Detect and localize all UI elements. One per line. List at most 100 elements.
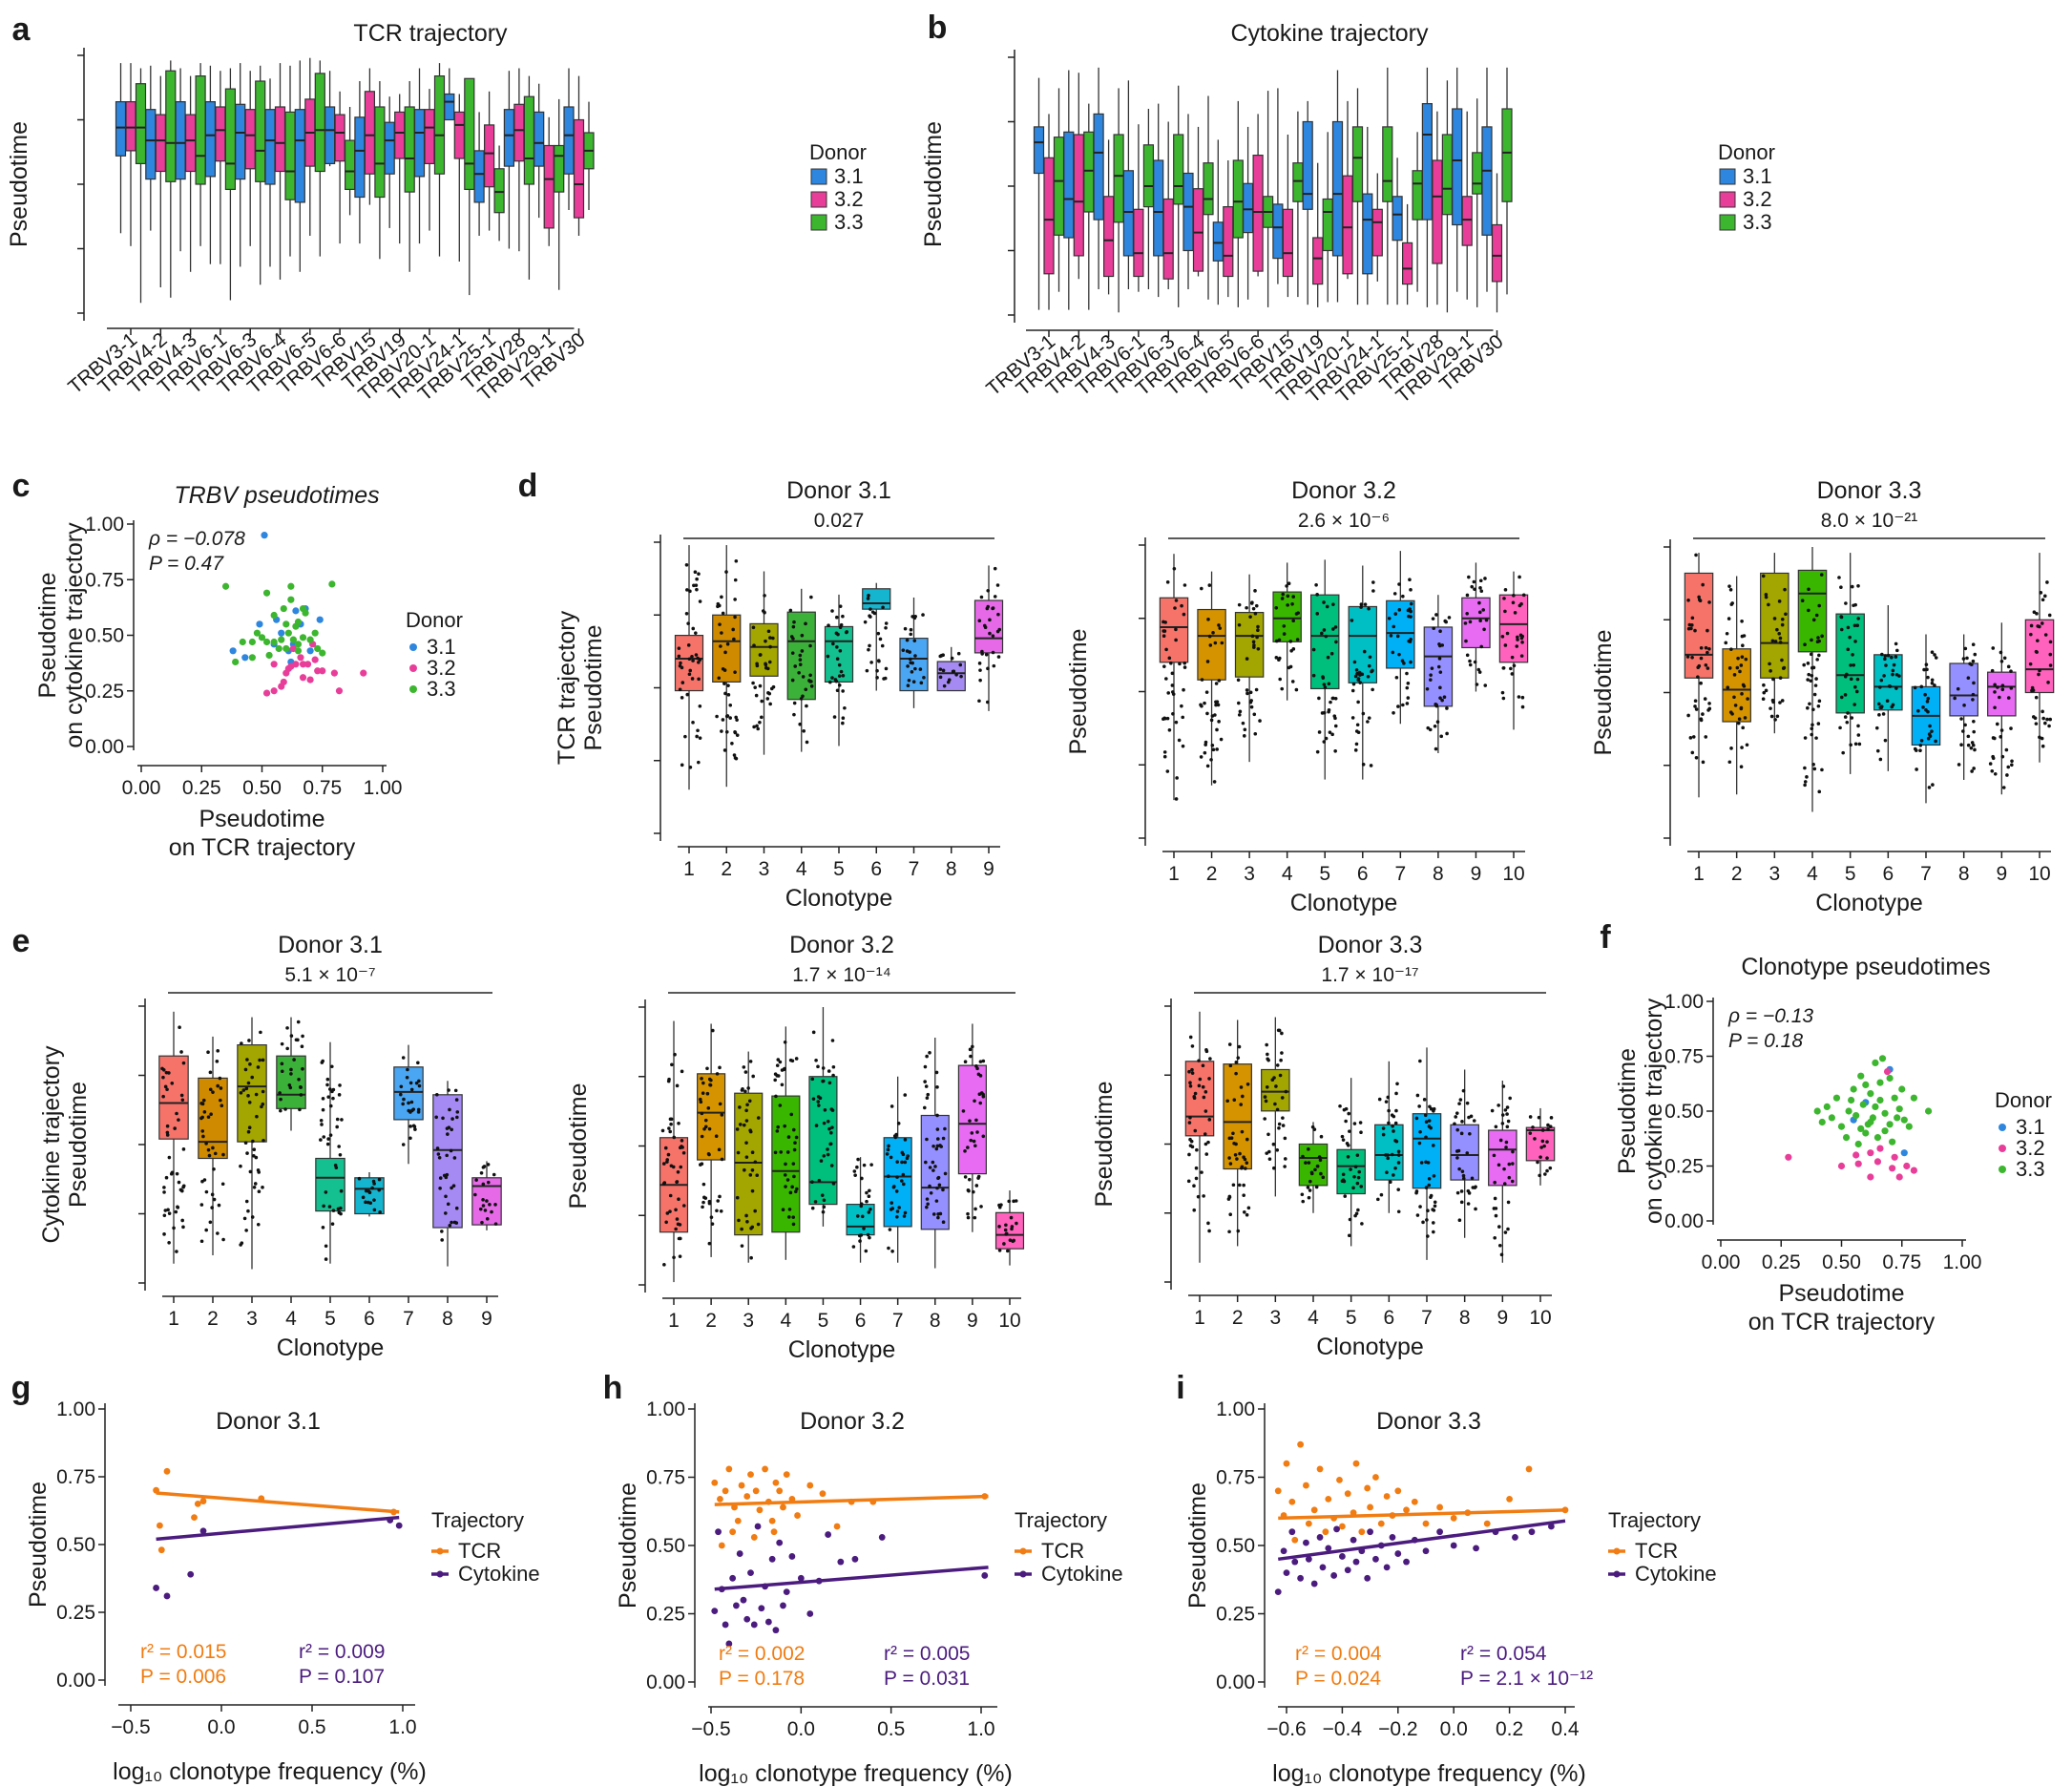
jitter-point — [1962, 704, 1966, 707]
jitter-point — [1271, 1142, 1276, 1146]
jitter-point — [181, 1147, 186, 1151]
scatter-point — [833, 1523, 841, 1530]
jitter-point — [1853, 684, 1857, 689]
jitter-point — [1440, 698, 1444, 703]
jitter-point — [665, 1211, 670, 1215]
jitter-point — [686, 621, 690, 625]
jitter-point — [895, 1215, 899, 1219]
jitter-point — [1438, 685, 1442, 690]
jitter-point — [449, 1148, 453, 1153]
y-tick-label: 0.75 — [1216, 1467, 1255, 1489]
jitter-point — [1206, 618, 1210, 621]
jitter-point — [212, 1167, 216, 1171]
jitter-point — [969, 1138, 973, 1143]
jitter-point — [1922, 667, 1926, 672]
jitter-point — [1686, 599, 1690, 602]
x-tick-label: 0.4 — [1551, 1718, 1580, 1740]
jitter-point — [1761, 697, 1766, 702]
jitter-point — [1690, 750, 1695, 755]
r2-cyto: r² = 0.054 — [1460, 1643, 1547, 1665]
jitter-point — [1780, 617, 1785, 621]
jitter-point — [972, 1139, 976, 1144]
jitter-point — [1418, 1059, 1422, 1063]
x-tick-label: −0.6 — [1266, 1718, 1306, 1740]
jitter-point — [801, 675, 806, 679]
jitter-point — [1366, 674, 1371, 679]
scatter-point — [1910, 1167, 1917, 1174]
jitter-point — [1531, 1125, 1535, 1129]
scatter-point — [794, 1512, 801, 1519]
box — [1083, 131, 1095, 213]
jitter-point — [1353, 1165, 1358, 1169]
jitter-point — [677, 1122, 680, 1125]
jitter-point — [252, 1186, 257, 1189]
r2-cyto: r² = 0.009 — [299, 1641, 385, 1663]
jitter-point — [1215, 747, 1219, 751]
jitter-point — [827, 1081, 832, 1085]
jitter-point — [905, 649, 910, 653]
jitter-point — [1227, 1136, 1232, 1141]
scatter-point — [319, 649, 326, 657]
jitter-point — [328, 1104, 333, 1108]
jitter-point — [765, 666, 770, 671]
jitter-point — [1431, 617, 1435, 620]
jitter-point — [1743, 716, 1748, 720]
jitter-point — [882, 677, 886, 681]
jitter-point — [1919, 684, 1924, 689]
jitter-point — [486, 1163, 491, 1167]
box — [973, 599, 1004, 654]
jitter-point — [1837, 576, 1841, 579]
jitter-point — [1845, 720, 1850, 725]
jitter-point — [1699, 681, 1703, 685]
jitter-point — [1769, 714, 1774, 719]
jitter-point — [1724, 641, 1728, 645]
x-axis-label: Clonotype — [1815, 890, 1923, 916]
jitter-point — [1806, 662, 1810, 665]
jitter-point — [1211, 631, 1215, 635]
jitter-point — [1735, 665, 1740, 670]
jitter-point — [791, 1162, 796, 1166]
jitter-point — [865, 1199, 869, 1204]
scatter-point — [729, 1574, 737, 1582]
scatter-point — [187, 1570, 195, 1578]
jitter-point — [199, 1102, 203, 1105]
jitter-point — [887, 1246, 890, 1251]
jitter-point — [1333, 625, 1338, 629]
jitter-point — [407, 1101, 410, 1105]
jitter-point — [1356, 1175, 1361, 1180]
scatter-point — [1895, 1105, 1903, 1113]
jitter-point — [1174, 638, 1178, 642]
scatter-point — [284, 664, 292, 673]
jitter-point — [1853, 742, 1858, 746]
jitter-point — [1505, 1112, 1509, 1116]
jitter-point — [1505, 631, 1510, 636]
jitter-point — [1764, 595, 1769, 599]
jitter-point — [1494, 1207, 1498, 1210]
jitter-point — [1162, 717, 1165, 721]
jitter-point — [1274, 606, 1279, 610]
jitter-point — [178, 1188, 183, 1192]
box — [1331, 120, 1344, 257]
jitter-point — [1278, 1073, 1283, 1078]
scatter-point — [199, 1527, 207, 1535]
jitter-point — [1852, 623, 1857, 628]
jitter-point — [1999, 735, 2003, 739]
jitter-point — [751, 1074, 755, 1079]
jitter-point — [804, 621, 807, 626]
jitter-point — [1501, 1084, 1506, 1088]
jitter-point — [963, 1175, 968, 1179]
jitter-point — [1890, 655, 1894, 660]
legend-label: Cytokine — [458, 1562, 540, 1586]
scatter-point — [780, 1503, 786, 1511]
scatter-point — [1900, 1116, 1908, 1124]
jitter-point — [737, 1218, 741, 1223]
jitter-point — [900, 1160, 904, 1165]
jitter-point — [1706, 650, 1709, 655]
jitter-point — [679, 661, 682, 665]
jitter-point — [1245, 1082, 1250, 1086]
jitter-point — [1460, 1169, 1465, 1173]
scatter-point — [319, 667, 326, 675]
jitter-point — [1740, 634, 1745, 639]
jitter-point — [867, 1194, 871, 1199]
jitter-point — [716, 601, 721, 606]
